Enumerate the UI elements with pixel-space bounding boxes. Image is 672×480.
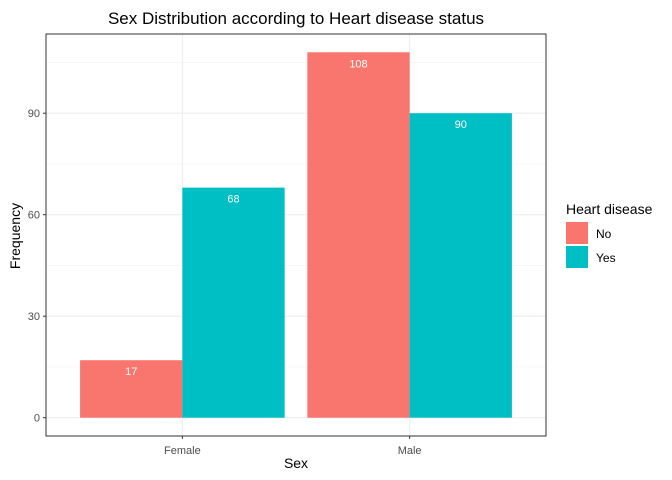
bar-female-no: [80, 360, 183, 418]
x-tick-label: Female: [164, 445, 201, 457]
bar-male-yes: [409, 113, 512, 418]
y-axis-title: Frequency: [7, 203, 23, 269]
y-tick-label: 30: [28, 311, 40, 323]
legend-title: Heart disease: [566, 201, 653, 217]
legend-key-no: [566, 222, 588, 244]
y-axis-ticks: 0 30 60 90: [28, 108, 46, 425]
bar-female-yes: [182, 187, 285, 418]
y-tick-label: 90: [28, 108, 40, 120]
data-labels: 17 68 108 90: [125, 58, 467, 378]
x-axis-title: Sex: [284, 455, 308, 471]
data-label: 108: [349, 58, 367, 70]
legend-label: No: [596, 227, 612, 241]
legend: Heart disease No Yes: [566, 201, 653, 268]
bars: [80, 52, 512, 418]
legend-key-yes: [566, 246, 588, 268]
legend-label: Yes: [596, 251, 616, 265]
plot-panel-border: [45, 33, 547, 437]
chart-title: Sex Distribution according to Heart dise…: [108, 9, 484, 28]
bar-male-no: [307, 52, 410, 418]
y-tick-label: 60: [28, 210, 40, 222]
data-label: 68: [227, 194, 239, 206]
x-axis-ticks: Female Male: [164, 436, 422, 457]
y-tick-label: 0: [34, 413, 40, 425]
x-tick-label: Male: [398, 445, 422, 457]
data-label: 17: [125, 366, 137, 378]
data-label: 90: [455, 119, 467, 131]
